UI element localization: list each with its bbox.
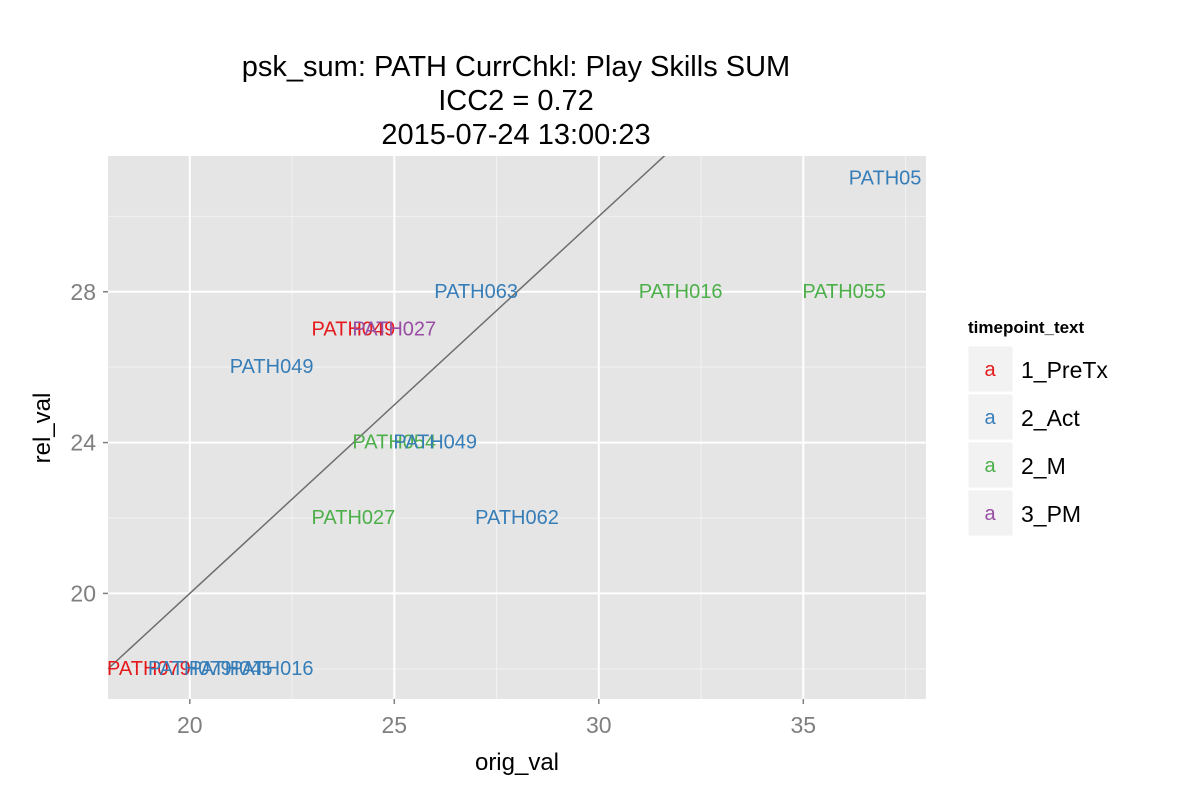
point-label: PATH054 [352, 432, 436, 454]
chart-title-line-1: psk_sum: PATH CurrChkl: Play Skills SUM [242, 51, 790, 83]
point-label: PATH063 [434, 281, 518, 303]
x-tick-label: 35 [791, 712, 817, 738]
identity-reference-line [108, 156, 666, 670]
legend-label: 3_PM [1021, 501, 1081, 527]
x-axis-ticks: 20 25 30 35 [177, 699, 816, 738]
point-label: PATH05 [849, 168, 922, 190]
point-label: PATH055 [802, 281, 886, 303]
legend-key-glyph: a [984, 503, 996, 525]
y-tick-label: 20 [70, 580, 96, 606]
legend-label: 2_Act [1021, 405, 1080, 431]
point-label: PATH027 [352, 318, 436, 340]
point-label: PATH049 [230, 356, 314, 378]
point-label: PATH027 [312, 507, 396, 529]
point-label: PATH045 [189, 658, 273, 680]
y-tick-label: 28 [70, 279, 96, 305]
point-label: PATH016 [639, 281, 723, 303]
legend-key-glyph: a [984, 359, 996, 381]
point-label: PATH049 [312, 318, 396, 340]
minor-gridlines [108, 156, 926, 699]
chart-title: psk_sum: PATH CurrChkl: Play Skills SUM … [242, 51, 790, 151]
legend-title: timepoint_text [968, 318, 1085, 337]
legend-key [967, 345, 1014, 393]
plot-panel [108, 156, 926, 699]
legend-key-glyph: a [984, 455, 996, 477]
x-tick-label: 30 [586, 712, 612, 738]
legend-key [967, 489, 1014, 537]
point-label: PATH049 [393, 432, 477, 454]
point-label: PATH062 [475, 507, 559, 529]
x-axis-title: orig_val [475, 749, 559, 776]
x-tick-label: 20 [177, 712, 203, 738]
y-axis-title: rel_val [29, 393, 56, 464]
x-tick-label: 25 [382, 712, 408, 738]
legend-label: 2_M [1021, 453, 1066, 479]
chart-title-line-3: 2015-07-24 13:00:23 [381, 119, 650, 151]
legend-key-glyph: a [984, 407, 996, 429]
legend-key [967, 441, 1014, 489]
y-tick-label: 24 [70, 430, 96, 456]
chart-title-line-2: ICC2 = 0.72 [438, 85, 594, 117]
point-label: PATH079 [107, 658, 191, 680]
point-label: PATH079 [148, 658, 232, 680]
legend-label: 1_PreTx [1021, 357, 1108, 383]
y-axis-ticks: 20 24 28 [70, 279, 108, 606]
legend-key [967, 393, 1014, 441]
point-label: PATH016 [230, 658, 314, 680]
